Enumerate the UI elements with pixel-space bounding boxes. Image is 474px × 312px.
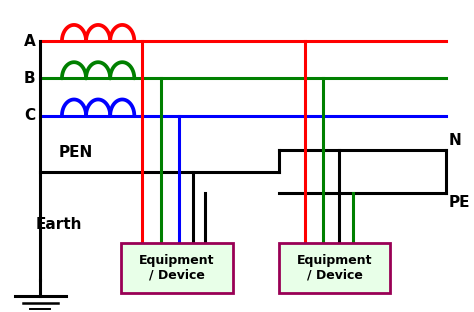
Text: PEN: PEN bbox=[59, 145, 93, 160]
Text: Equipment
/ Device: Equipment / Device bbox=[297, 254, 373, 282]
Text: PE: PE bbox=[448, 195, 470, 210]
Text: C: C bbox=[24, 108, 36, 123]
Bar bbox=[121, 243, 233, 293]
Text: Equipment
/ Device: Equipment / Device bbox=[139, 254, 215, 282]
Text: B: B bbox=[24, 71, 36, 86]
Text: N: N bbox=[448, 133, 461, 148]
Bar bbox=[279, 243, 391, 293]
Text: A: A bbox=[24, 34, 36, 49]
Text: Earth: Earth bbox=[36, 217, 82, 232]
